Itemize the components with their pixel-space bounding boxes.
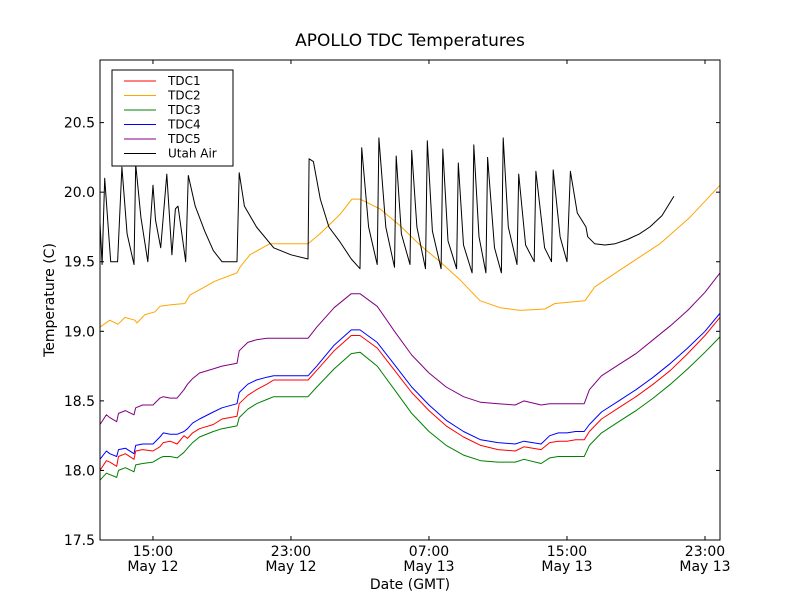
- series-line-tdc3: [100, 336, 720, 481]
- x-tick-label-time: 15:00: [547, 544, 587, 560]
- legend-label: TDC4: [167, 118, 201, 132]
- x-axis-label: Date (GMT): [370, 577, 450, 593]
- x-tick-label-time: 23:00: [271, 544, 311, 560]
- plot-frame: [99, 59, 721, 541]
- y-tick-label: 20.0: [64, 185, 95, 201]
- x-tick-label-time: 07:00: [409, 544, 449, 560]
- y-tick-label: 19.0: [64, 324, 95, 340]
- y-tick-label: 18.5: [64, 394, 95, 410]
- x-tick-label-date: May 13: [403, 559, 454, 575]
- y-tick-label: 19.5: [64, 255, 95, 271]
- legend-label: TDC1: [167, 74, 201, 88]
- series-line-tdc5: [100, 272, 720, 425]
- legend-box: [111, 69, 234, 167]
- series-line-tdc2: [100, 184, 720, 328]
- x-tick-label-date: May 13: [541, 559, 592, 575]
- x-tick-label-date: May 12: [265, 559, 316, 575]
- y-tick-label: 17.5: [64, 533, 95, 549]
- y-tick-label: 20.5: [64, 116, 95, 132]
- series-line-tdc1: [100, 317, 720, 471]
- series-line-utah-air: [100, 137, 675, 274]
- series-line-tdc4: [100, 312, 720, 460]
- legend-label: TDC3: [167, 103, 201, 117]
- y-axis: 17.5 18.0 18.5 19.0 19.5 20.0 20.5: [64, 116, 720, 549]
- legend-label: TDC2: [167, 89, 201, 103]
- y-tick-label: 18.0: [64, 463, 95, 479]
- x-tick-label-time: 23:00: [685, 544, 725, 560]
- series-layer: [100, 137, 720, 481]
- legend-label: TDC5: [167, 132, 201, 146]
- y-axis-label: Temperature (C): [42, 243, 58, 358]
- legend-label: Utah Air: [168, 147, 217, 161]
- chart-title: APOLLO TDC Temperatures: [295, 31, 525, 51]
- x-tick-label-date: May 12: [127, 559, 178, 575]
- x-tick-label-time: 15:00: [133, 544, 173, 560]
- x-tick-label-date: May 13: [679, 559, 730, 575]
